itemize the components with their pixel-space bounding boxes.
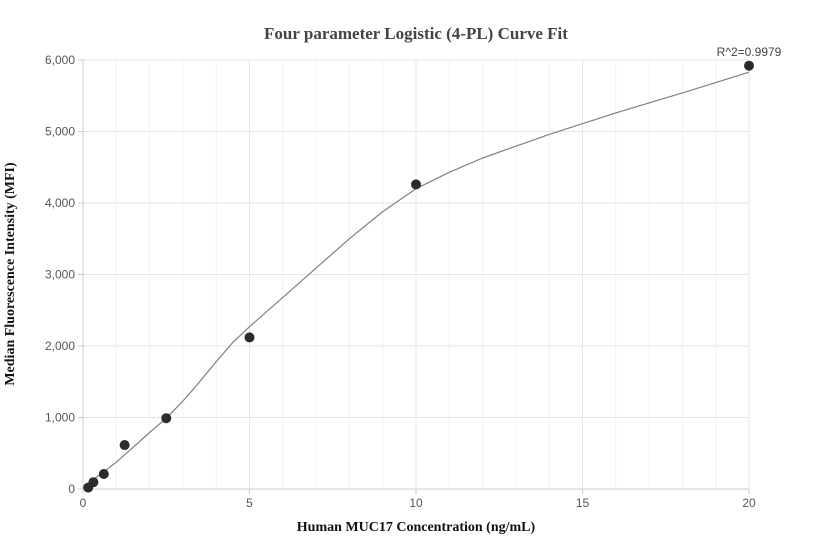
data-point (161, 413, 172, 424)
y-tick-label: 0 (68, 482, 75, 496)
y-axis-title: Median Fluorescence Intensity (MFI) (3, 162, 18, 386)
data-point (88, 477, 99, 488)
y-tick-label: 6,000 (45, 53, 75, 67)
y-tick-label: 2,000 (45, 339, 75, 353)
curve-layer (87, 71, 750, 485)
data-point (119, 440, 130, 451)
x-tick-label: 0 (80, 496, 87, 510)
data-point (744, 60, 754, 71)
y-tick-label: 4,000 (45, 196, 75, 210)
data-point (244, 332, 255, 343)
x-tick-label: 10 (409, 496, 423, 510)
x-axis-title: Human MUC17 Concentration (ng/mL) (297, 520, 536, 535)
r-squared-annotation: R^2=0.9979 (717, 45, 782, 59)
y-tick-label: 1,000 (45, 411, 75, 425)
chart-title: Four parameter Logistic (4-PL) Curve Fit (264, 24, 568, 43)
data-point (98, 468, 109, 479)
grid-layer (82, 59, 750, 490)
x-tick-label: 5 (246, 496, 253, 510)
points-layer (83, 60, 754, 493)
x-tick-label: 15 (576, 496, 590, 510)
y-tick-label: 5,000 (45, 125, 75, 139)
data-point (411, 179, 421, 190)
x-tick-label: 20 (742, 496, 756, 510)
axis-layer (78, 59, 750, 494)
y-tick-label: 3,000 (45, 268, 75, 282)
ticks-layer: 0 5 10 15 20 0 1,000 2,000 3,000 4,000 5,000 6,000 (45, 53, 756, 510)
fit-curve (87, 71, 750, 485)
